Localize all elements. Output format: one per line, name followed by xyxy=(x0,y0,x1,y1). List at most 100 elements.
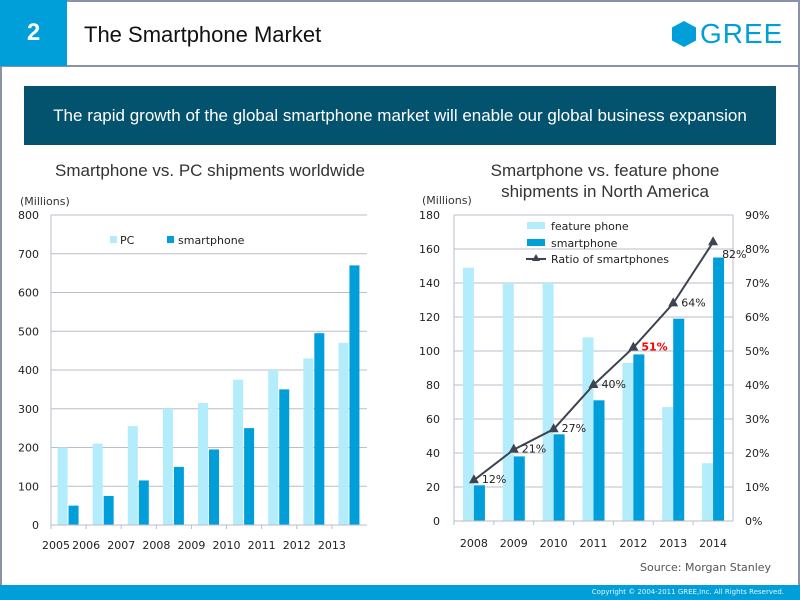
right-y2-tick-label: 50% xyxy=(745,345,769,358)
right-y2-tick-label: 60% xyxy=(745,311,769,324)
right-bar-feature-phone xyxy=(702,463,714,521)
right-bar-smartphone xyxy=(513,456,525,521)
ratio-marker-triangle xyxy=(548,423,559,433)
right-bar-feature-phone xyxy=(622,362,634,521)
right-y-tick-label: 80 xyxy=(426,379,440,392)
legend-label-smartphone: smartphone xyxy=(178,234,245,247)
left-x-tick-label: 2007 xyxy=(107,539,135,552)
right-x-tick-label: 2009 xyxy=(500,537,528,550)
left-y-tick-label: 700 xyxy=(18,248,39,261)
legend-swatch-smartphone xyxy=(167,236,174,243)
left-bar-pc xyxy=(303,358,314,525)
legend-label-feature-phone: feature phone xyxy=(551,220,629,233)
left-bar-pc xyxy=(268,370,279,525)
right-y2-tick-label: 0% xyxy=(745,515,762,528)
legend-label-ratio: Ratio of smartphones xyxy=(551,253,669,266)
right-x-tick-label: 2013 xyxy=(659,537,687,550)
right-y-tick-label: 140 xyxy=(419,277,440,290)
left-x-tick-label: 2008 xyxy=(142,539,170,552)
ratio-data-label: 27% xyxy=(562,422,586,435)
legend-swatch-smartphone xyxy=(527,239,545,246)
left-bar-pc xyxy=(57,447,68,525)
right-y-axis-label: (Millions) xyxy=(422,194,472,207)
left-bar-pc xyxy=(198,402,208,525)
ratio-data-label: 51% xyxy=(641,341,667,354)
left-bar-smartphone xyxy=(103,495,114,525)
left-y-tick-label: 400 xyxy=(18,364,39,377)
ratio-marker-triangle xyxy=(468,474,479,484)
left-chart-title: Smartphone vs. PC shipments worldwide xyxy=(55,161,365,180)
right-x-tick-label: 2012 xyxy=(619,537,647,550)
right-x-tick-label: 2008 xyxy=(460,537,488,550)
slide-header: 2 The Smartphone Market GREE xyxy=(0,0,800,67)
left-y-tick-label: 200 xyxy=(18,442,39,455)
right-bar-feature-phone xyxy=(462,267,474,521)
left-y-tick-label: 500 xyxy=(18,325,39,338)
left-bar-pc xyxy=(162,408,173,525)
legend-swatch-feature-phone xyxy=(527,222,545,229)
right-y2-tick-label: 80% xyxy=(745,243,769,256)
left-bar-smartphone xyxy=(173,466,184,525)
right-bar-smartphone xyxy=(673,318,685,521)
left-bar-smartphone xyxy=(68,505,79,525)
left-y-tick-label: 100 xyxy=(18,480,39,493)
ratio-data-label: 82% xyxy=(722,248,746,261)
left-bar-smartphone xyxy=(314,333,325,525)
left-x-tick-label: 2012 xyxy=(283,539,311,552)
left-y-tick-label: 800 xyxy=(18,209,39,222)
legend-marker-ratio xyxy=(532,254,540,261)
gree-logo: GREE xyxy=(672,18,783,50)
right-bar-feature-phone xyxy=(662,407,674,521)
right-y2-tick-label: 40% xyxy=(745,379,769,392)
left-x-tick-label: 2013 xyxy=(318,539,346,552)
ratio-data-label: 21% xyxy=(522,443,546,456)
right-y-tick-label: 40 xyxy=(426,447,440,460)
slide-title: The Smartphone Market xyxy=(84,22,322,47)
left-y-tick-label: 600 xyxy=(18,287,39,300)
logo-text: GREE xyxy=(700,18,784,49)
copyright-footer: Copyright © 2004-2011 GREE,Inc. All Righ… xyxy=(0,585,800,600)
left-y-tick-label: 0 xyxy=(32,519,39,532)
right-bar-feature-phone xyxy=(502,283,514,521)
legend-label-smartphone-right: smartphone xyxy=(551,237,618,250)
right-bar-smartphone xyxy=(473,485,485,521)
headline-banner: The rapid growth of the global smartphon… xyxy=(24,86,776,145)
left-bar-smartphone xyxy=(138,480,149,525)
right-x-tick-label: 2014 xyxy=(699,537,727,550)
right-bar-smartphone xyxy=(633,354,645,521)
right-y-tick-label: 60 xyxy=(426,413,440,426)
left-bar-smartphone xyxy=(279,389,290,525)
ratio-marker-triangle xyxy=(508,443,519,453)
right-y-tick-label: 160 xyxy=(419,243,440,256)
right-bar-smartphone xyxy=(713,257,725,521)
source-note: Source: Morgan Stanley xyxy=(640,561,772,574)
right-y2-tick-label: 90% xyxy=(745,209,769,222)
ratio-marker-triangle xyxy=(588,379,599,388)
left-y-axis-label: (Millions) xyxy=(20,195,70,208)
right-y-tick-label: 120 xyxy=(419,311,440,324)
legend-label-pc: PC xyxy=(120,234,135,247)
ratio-data-label: 64% xyxy=(681,296,705,309)
right-bar-smartphone xyxy=(593,400,605,521)
left-x-tick-label: 2009 xyxy=(177,539,205,552)
ratio-marker-triangle xyxy=(708,236,719,246)
right-x-tick-label: 2011 xyxy=(580,537,608,550)
ratio-data-label: 12% xyxy=(482,473,506,486)
right-bar-feature-phone xyxy=(542,283,554,521)
right-y-tick-label: 180 xyxy=(419,209,440,222)
left-x-tick-label: 2006 xyxy=(72,539,100,552)
left-bar-pc xyxy=(233,379,244,525)
right-y2-tick-label: 70% xyxy=(745,277,769,290)
hexagon-logo-icon xyxy=(672,21,696,47)
right-chart-title: Smartphone vs. feature phone shipments i… xyxy=(490,161,720,201)
right-y-tick-label: 0 xyxy=(433,515,440,528)
right-y-tick-label: 100 xyxy=(419,345,440,358)
left-bar-pc xyxy=(127,426,138,525)
left-bar-smartphone xyxy=(244,428,255,525)
left-x-tick-label: 2010 xyxy=(213,539,241,552)
right-y2-tick-label: 20% xyxy=(745,447,769,460)
ratio-marker-triangle xyxy=(628,341,639,351)
left-bar-pc xyxy=(338,342,349,525)
left-x-tick-label: 2005 xyxy=(42,539,70,552)
